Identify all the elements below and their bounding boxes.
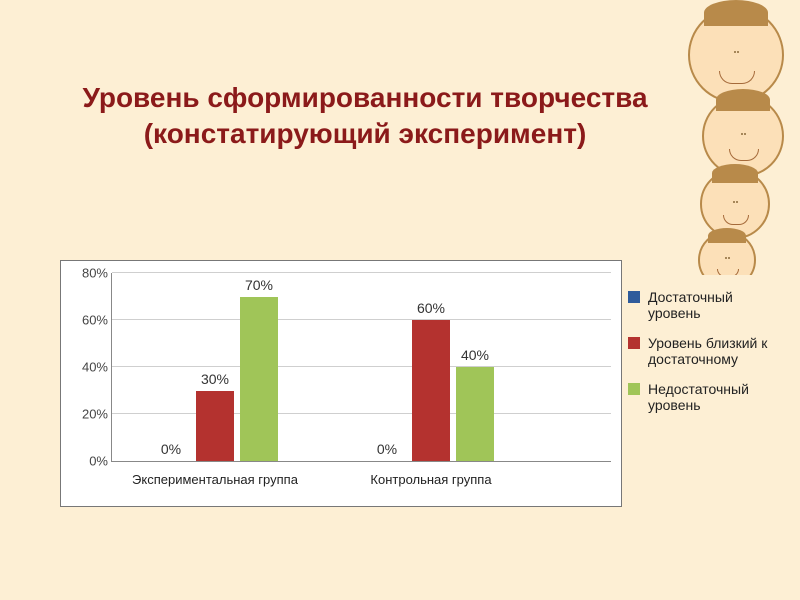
bar-value-label: 0% [377, 441, 397, 457]
grid-line [112, 319, 611, 320]
legend: Достаточный уровень Уровень близкий к дос… [628, 275, 778, 428]
y-tick-label: 60% [68, 313, 108, 328]
y-tick-label: 20% [68, 407, 108, 422]
grid-line [112, 413, 611, 414]
y-tick-label: 0% [68, 454, 108, 469]
legend-label: Недостаточный уровень [648, 381, 778, 413]
title-line-2: (констатирующий эксперимент) [144, 118, 587, 149]
grid-line [112, 366, 611, 367]
legend-swatch [628, 337, 640, 349]
grid-line [112, 272, 611, 273]
legend-item: Достаточный уровень [628, 289, 778, 321]
bar-value-label: 30% [201, 371, 229, 387]
title-line-1: Уровень сформированности творчества [82, 82, 647, 113]
legend-item: Недостаточный уровень [628, 381, 778, 413]
bar: 60% [412, 320, 450, 461]
bar-value-label: 40% [461, 347, 489, 363]
bar-value-label: 70% [245, 277, 273, 293]
x-tick-label: Контрольная группа [323, 472, 539, 487]
legend-swatch [628, 291, 640, 303]
bar: 70% [240, 297, 278, 462]
children-decoration [660, 15, 790, 275]
bar: 30% [196, 391, 234, 462]
legend-swatch [628, 383, 640, 395]
y-tick-label: 40% [68, 360, 108, 375]
bar-value-label: 60% [417, 300, 445, 316]
plot-area: 0%20%40%60%80%0%30%70%Экспериментальная … [111, 273, 611, 462]
chart-panel: 0%20%40%60%80%0%30%70%Экспериментальная … [60, 260, 622, 507]
legend-item: Уровень близкий к достаточному [628, 335, 778, 367]
legend-label: Уровень близкий к достаточному [648, 335, 778, 367]
x-tick-label: Экспериментальная группа [107, 472, 323, 487]
y-tick-label: 80% [68, 266, 108, 281]
bar-value-label: 0% [161, 441, 181, 457]
legend-label: Достаточный уровень [648, 289, 778, 321]
slide-background: Уровень сформированности творчества (кон… [0, 0, 800, 600]
slide-title: Уровень сформированности творчества (кон… [50, 80, 680, 153]
bar: 40% [456, 367, 494, 461]
